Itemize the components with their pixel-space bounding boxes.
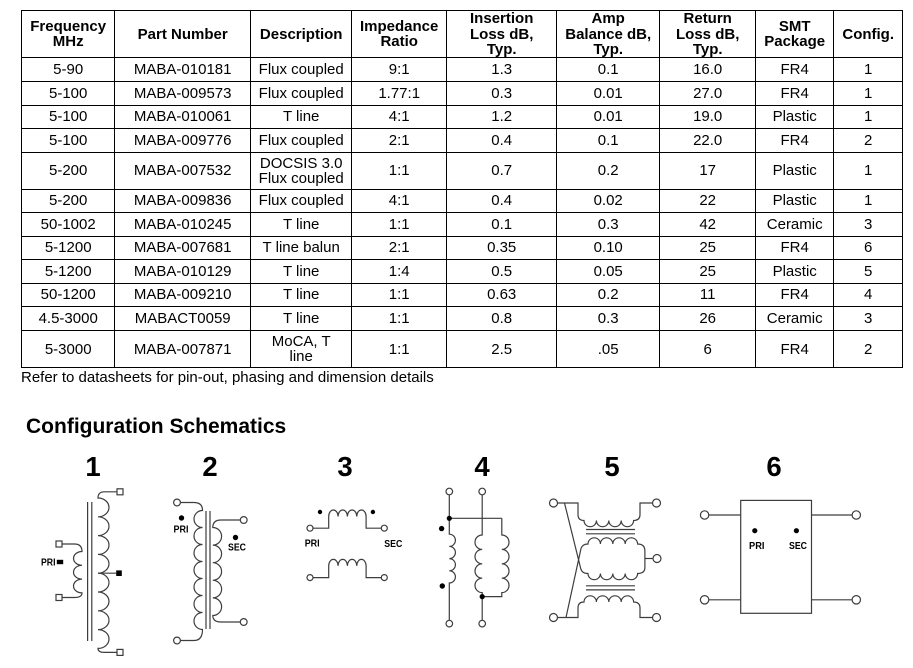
svg-text:SEC: SEC (789, 540, 807, 552)
svg-text:PRI: PRI (41, 557, 56, 569)
svg-text:PRI: PRI (305, 538, 320, 550)
svg-text:SEC: SEC (384, 538, 402, 550)
svg-text:PRI: PRI (749, 540, 765, 552)
svg-text:PRI: PRI (174, 523, 189, 535)
svg-text:SEC: SEC (228, 542, 246, 554)
